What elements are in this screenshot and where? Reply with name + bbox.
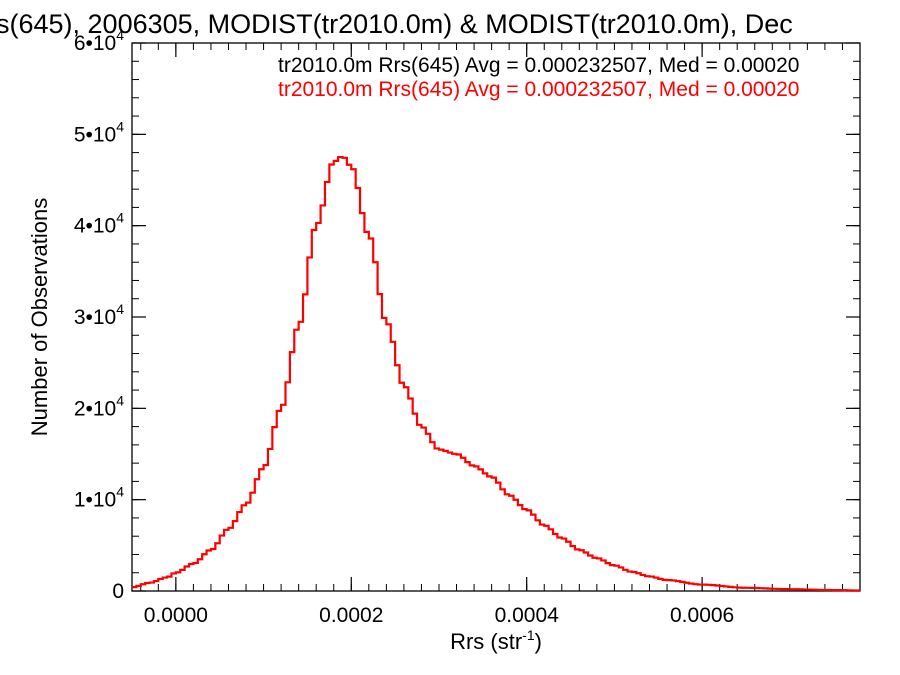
x-tick-label: 0.0004 [495, 604, 560, 627]
y-tick-label: 2•104 [74, 392, 124, 420]
y-tick-label-mantissa: 1•10 [74, 489, 116, 512]
y-tick-label-exponent: 4 [116, 27, 124, 43]
y-axis-label: Number of Observations [27, 198, 52, 436]
legend-entry-red: tr2010.0m Rrs(645) Avg = 0.000232507, Me… [278, 78, 799, 101]
y-tick-label: 1•104 [74, 484, 124, 512]
y-tick-label-exponent: 4 [116, 118, 124, 134]
minor-ticks [132, 42, 860, 592]
histogram-series-red [132, 156, 860, 592]
chart-title: s(645), 2006305, MODIST(tr2010.0m) & MOD… [0, 9, 793, 39]
y-tick-label-mantissa: 0 [112, 580, 124, 603]
x-axis-label: Rrs (str-1) [450, 627, 542, 654]
y-tick-label-exponent: 4 [116, 392, 124, 408]
y-tick-label-mantissa: 5•10 [74, 123, 116, 146]
y-tick-label: 3•104 [74, 301, 124, 329]
x-axis-label-main: Rrs (str [450, 629, 522, 654]
x-tick-label: 0.0006 [670, 604, 734, 627]
y-tick-label-exponent: 4 [116, 301, 124, 317]
y-tick-label-exponent: 4 [116, 210, 124, 226]
x-tick-label: 0.0000 [144, 604, 208, 627]
x-axis-label-close: ) [535, 629, 542, 654]
y-tick-label-mantissa: 2•10 [74, 397, 116, 420]
y-tick-label: 5•104 [74, 118, 124, 146]
y-tick-label: 6•104 [74, 27, 124, 55]
x-axis: 0.0000 0.0002 0.0004 0.0006 [144, 43, 734, 627]
y-tick-label-mantissa: 4•10 [74, 215, 116, 238]
x-axis-label-exponent: -1 [522, 627, 535, 643]
y-tick-label: 4•104 [74, 210, 124, 238]
y-tick-label-exponent: 4 [116, 484, 124, 500]
y-tick-label: 0 [112, 580, 124, 603]
legend-entry-black: tr2010.0m Rrs(645) Avg = 0.000232507, Me… [278, 54, 799, 77]
y-tick-label-mantissa: 3•10 [74, 306, 116, 329]
y-tick-label-mantissa: 6•10 [74, 32, 116, 55]
x-tick-label: 0.0002 [319, 604, 383, 627]
